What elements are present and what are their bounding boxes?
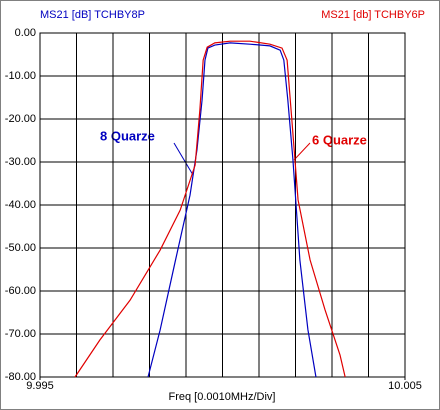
y-tick-label: -50.00 [5,242,36,254]
y-tick-label: -40.00 [5,199,36,211]
legend-entry: MS21 [dB] TCHBY8P [40,9,145,21]
y-tick-label: -10.00 [5,70,36,82]
y-tick-label: -30.00 [5,156,36,168]
x-axis-label: Freq [0.0010MHz/Div] [169,391,276,403]
y-tick-label: -60.00 [5,285,36,297]
series-line [147,42,317,378]
y-tick-label: -20.00 [5,113,36,125]
x-tick-label: 9.995 [26,380,54,392]
x-tick-label: 10.005 [388,380,422,392]
y-tick-label: 0.00 [15,27,36,39]
y-tick-label: -70.00 [5,328,36,340]
y-tick-label: -80.00 [5,371,36,383]
legend-entry: MS21 [db] TCHBY6P [321,9,425,21]
pointer [293,142,311,161]
annotation: 6 Quarze [312,132,367,147]
pointer [173,142,194,176]
annotation: 8 Quarze [100,128,155,143]
series-line [74,40,346,378]
